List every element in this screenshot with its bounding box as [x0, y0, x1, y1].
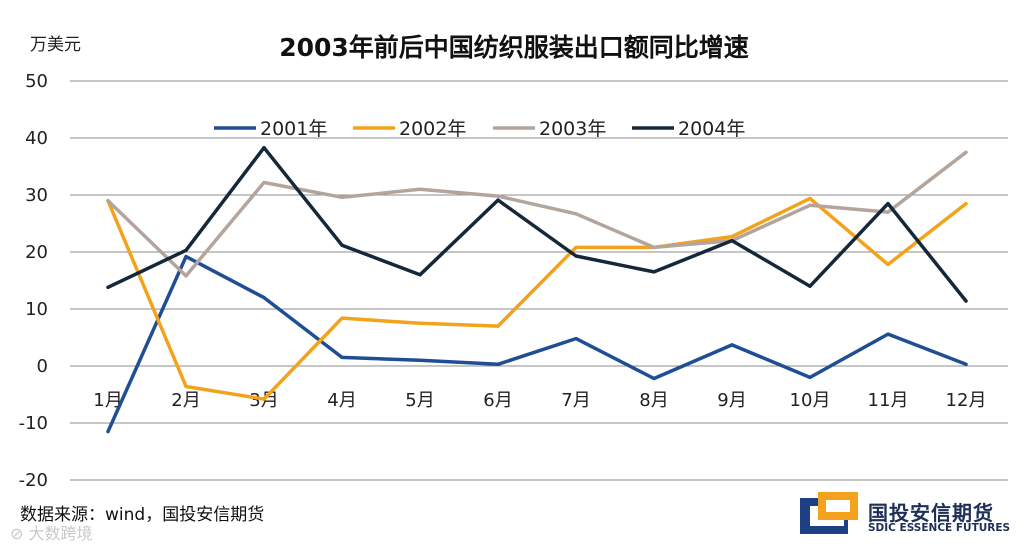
data-point: [262, 180, 266, 185]
series-line: [106, 145, 968, 303]
data-point: [496, 324, 500, 328]
y-tick-label: -10: [19, 413, 48, 434]
y-tick-label: 30: [25, 185, 48, 206]
data-point: [574, 245, 578, 250]
data-point: [106, 199, 110, 203]
data-point: [886, 201, 890, 206]
logo-mark-icon: [800, 492, 858, 534]
data-point: [964, 299, 968, 303]
data-point: [184, 248, 188, 252]
y-tick-label: 10: [25, 299, 48, 320]
x-tick-label: 9月: [717, 390, 746, 411]
data-point: [574, 337, 578, 341]
data-point: [262, 146, 266, 150]
x-tick-label: 4月: [327, 390, 356, 411]
legend-label: 2003年: [539, 118, 606, 140]
data-point: [418, 358, 422, 362]
data-point: [418, 187, 422, 191]
chart-title: 2003年前后中国纺织服装出口额同比增速: [279, 33, 749, 62]
data-point: [340, 195, 344, 199]
data-point: [262, 397, 266, 401]
data-point: [340, 316, 344, 320]
series-line: [106, 196, 968, 401]
data-point: [808, 284, 812, 288]
x-tick-label: 5月: [405, 390, 434, 411]
y-tick-label: 50: [25, 71, 48, 92]
x-tick-label: 1月: [93, 390, 122, 411]
data-point: [574, 212, 578, 216]
data-point: [808, 375, 812, 379]
data-point: [496, 198, 500, 202]
logo-name: 国投安信期货: [868, 501, 994, 525]
data-point: [496, 362, 500, 366]
data-point: [262, 296, 266, 300]
data-point: [964, 150, 968, 154]
data-point: [184, 254, 188, 259]
y-tick-label: 20: [25, 242, 48, 263]
y-tick-label: 0: [37, 356, 48, 377]
legend-label: 2004年: [678, 118, 745, 140]
x-tick-label: 8月: [639, 390, 668, 411]
data-point: [730, 343, 734, 347]
data-point: [496, 194, 500, 198]
data-point: [964, 201, 968, 206]
unit-label: 万美元: [30, 35, 81, 55]
data-point: [652, 270, 656, 274]
series-line: [106, 254, 968, 434]
x-tick-label: 11月: [868, 390, 909, 411]
data-point: [418, 273, 422, 277]
data-point: [184, 274, 188, 278]
x-tick-label: 7月: [561, 390, 590, 411]
data-point: [652, 376, 656, 381]
x-tick-label: 2月: [171, 390, 200, 411]
data-point: [106, 429, 110, 434]
x-tick-label: 6月: [483, 390, 512, 411]
watermark: ⊘ 大数跨境: [10, 524, 93, 543]
data-point: [730, 235, 734, 239]
legend-label: 2002年: [399, 118, 466, 140]
data-point: [964, 362, 968, 366]
data-point: [808, 203, 812, 207]
series-line: [106, 150, 968, 278]
data-point: [418, 321, 422, 325]
data-point: [106, 285, 110, 289]
data-point: [340, 243, 344, 247]
logo-english: SDIC ESSENCE FUTURES: [868, 522, 1011, 534]
x-tick-label: 10月: [790, 390, 831, 411]
data-point: [886, 210, 890, 214]
data-point: [886, 262, 890, 267]
data-point: [184, 384, 188, 389]
y-tick-label: 40: [25, 128, 48, 149]
data-point: [808, 196, 812, 201]
legend-label: 2001年: [260, 118, 327, 140]
data-point: [652, 245, 656, 250]
y-tick-label: -20: [19, 470, 48, 491]
data-point: [574, 254, 578, 258]
data-point: [886, 332, 890, 336]
company-logo: 国投安信期货 SDIC ESSENCE FUTURES: [798, 492, 1024, 542]
data-point: [340, 355, 344, 360]
x-tick-label: 12月: [946, 390, 987, 411]
source-note: 数据来源：wind，国投安信期货: [20, 505, 265, 525]
data-point: [730, 239, 734, 243]
